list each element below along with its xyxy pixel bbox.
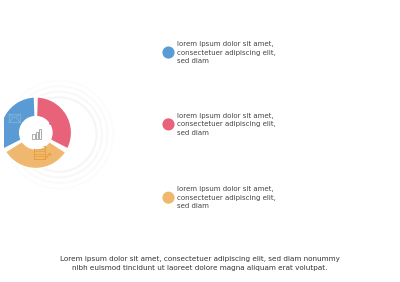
Wedge shape [5,141,66,169]
Bar [38,129,41,139]
Bar [9,114,20,122]
Wedge shape [36,97,72,149]
Bar [32,134,35,139]
Bar [36,132,38,139]
Wedge shape [0,97,35,149]
Text: Lorem ipsum dolor sit amet, consectetuer adipiscing elit, sed diam nonummy
nibh : Lorem ipsum dolor sit amet, consectetuer… [60,256,340,271]
Bar [34,146,45,159]
Text: lorem ipsum dolor sit amet,
consectetuer adipiscing elit,
sed diam: lorem ipsum dolor sit amet, consectetuer… [177,41,276,64]
Circle shape [162,47,174,59]
Bar [50,114,56,121]
Circle shape [20,117,52,149]
Text: lorem ipsum dolor sit amet,
consectetuer adipiscing elit,
sed diam: lorem ipsum dolor sit amet, consectetuer… [177,113,276,136]
Text: lorem ipsum dolor sit amet,
consectetuer adipiscing elit,
sed diam: lorem ipsum dolor sit amet, consectetuer… [177,186,276,210]
Circle shape [162,191,174,204]
Bar [49,111,57,124]
Circle shape [162,118,174,131]
